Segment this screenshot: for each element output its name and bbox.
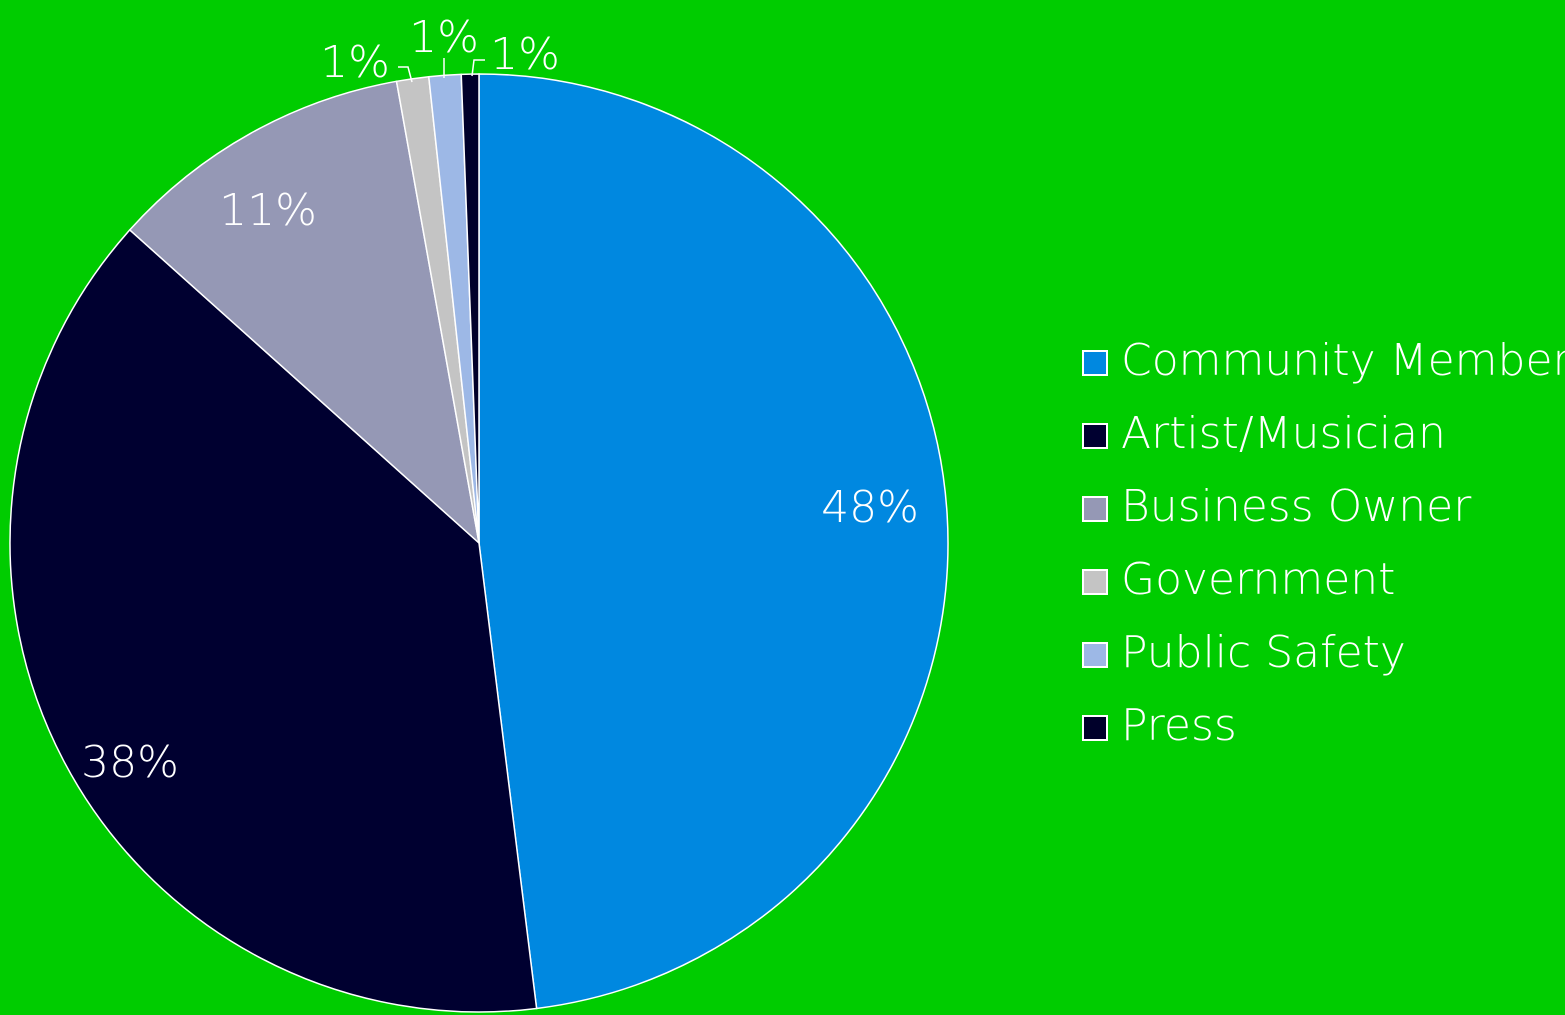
legend-swatch-business-owner bbox=[1082, 496, 1108, 522]
legend: Community Member Artist/Musician Business … bbox=[1082, 335, 1565, 751]
legend-label-business-owner: Business Owner bbox=[1121, 481, 1472, 532]
data-label-business-owner: 11% bbox=[219, 185, 317, 236]
legend-label-artist-musician: Artist/Musician bbox=[1121, 408, 1446, 459]
legend-label-press: Press bbox=[1121, 700, 1237, 751]
pie-slices bbox=[9, 73, 949, 1013]
pie-slice-business-owner bbox=[128, 80, 481, 546]
legend-swatch-public-safety bbox=[1082, 642, 1108, 668]
legend-label-government: Government bbox=[1121, 554, 1395, 605]
leader-lines bbox=[398, 58, 485, 83]
pie-slice-press bbox=[460, 73, 480, 544]
data-label-community-member: 48% bbox=[821, 482, 919, 533]
legend-swatch-government bbox=[1082, 569, 1108, 595]
leader-line-government bbox=[398, 66, 413, 83]
legend-swatch-press bbox=[1082, 715, 1108, 741]
data-label-public-safety: 1% bbox=[409, 12, 479, 63]
legend-label-community-member: Community Member bbox=[1121, 335, 1565, 386]
data-label-government: 1% bbox=[320, 37, 390, 88]
data-labels: 48%38%11%1% 1% 1% bbox=[81, 12, 919, 788]
data-label-press: 1% bbox=[490, 29, 560, 80]
legend-swatch-community-member bbox=[1082, 350, 1108, 376]
leader-line-press bbox=[471, 59, 485, 77]
data-label-artist-musician: 38% bbox=[81, 737, 179, 788]
legend-label-public-safety: Public Safety bbox=[1121, 627, 1406, 678]
legend-swatch-artist-musician bbox=[1082, 423, 1108, 449]
pie-slice-community-member bbox=[478, 73, 949, 1010]
pie-slice-artist-musician bbox=[9, 228, 538, 1013]
